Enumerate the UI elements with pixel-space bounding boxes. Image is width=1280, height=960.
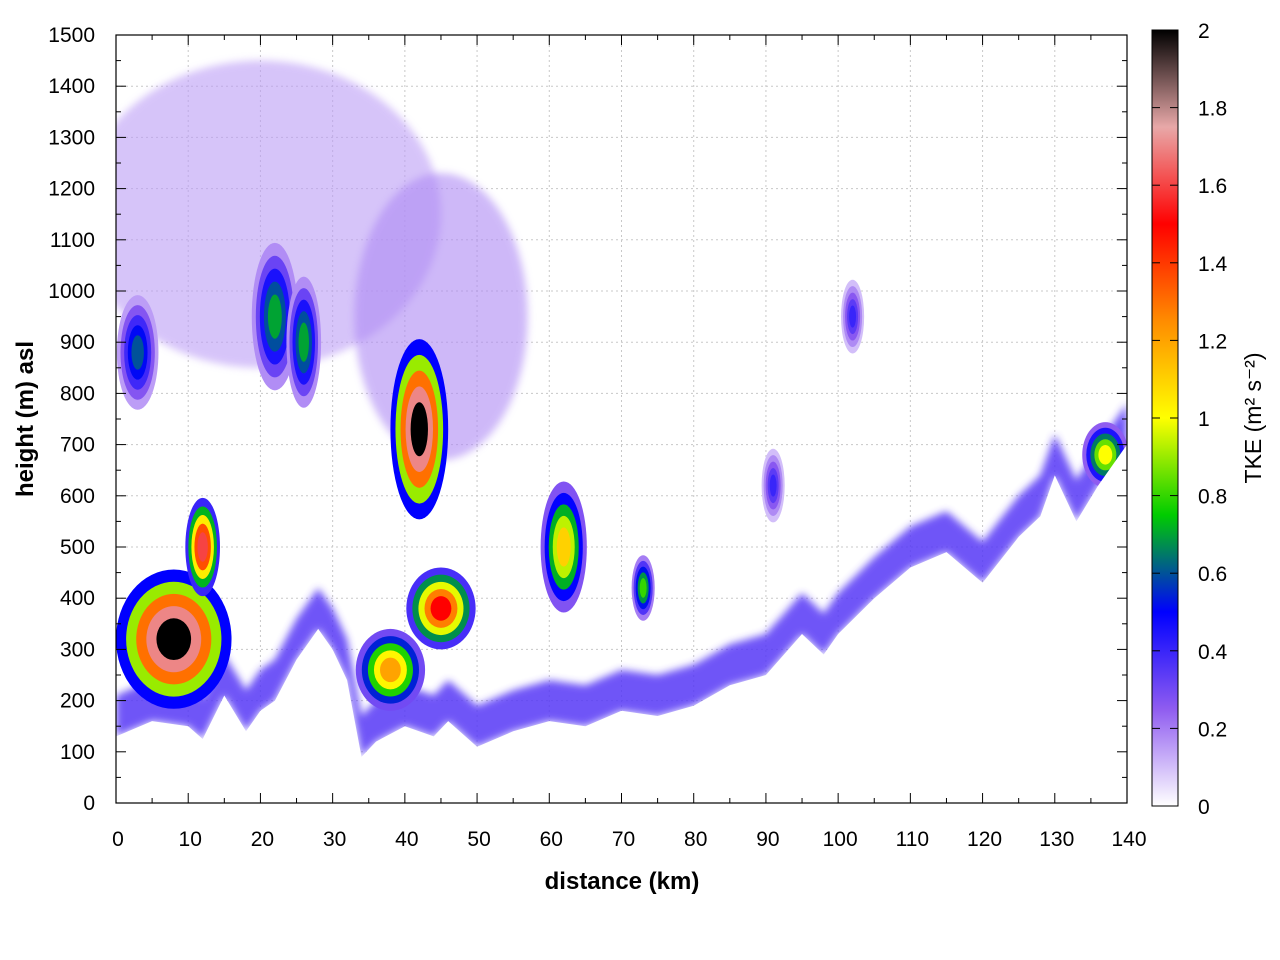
y-tick-label: 500	[60, 536, 95, 559]
tke-feature-contour	[769, 474, 777, 497]
colorbar-tick-label: 0	[1198, 796, 1210, 819]
colorbar-tick-label: 1.2	[1198, 330, 1227, 353]
tke-feature-contour	[410, 402, 428, 457]
boundary-layer-band	[116, 403, 1127, 757]
x-tick-label: 110	[896, 828, 929, 851]
y-tick-label: 400	[60, 587, 95, 610]
x-tick-label: 20	[251, 828, 274, 851]
tke-feature-contour	[556, 527, 571, 567]
y-axis-ticks: 0 100 200 300 400 500 600 700 800 900 1000 1100 1200…	[48, 24, 1127, 815]
y-tick-label: 0	[83, 792, 95, 815]
x-tick-label: 40	[395, 828, 418, 851]
tke-feature-contour	[197, 532, 208, 562]
tke-feature-contour	[1098, 445, 1113, 465]
tke-feature-contour	[156, 618, 192, 661]
y-tick-label: 1300	[48, 126, 95, 149]
x-tick-label: 100	[823, 828, 858, 851]
x-axis-title: distance (km)	[545, 868, 700, 895]
y-tick-label: 1000	[48, 280, 95, 303]
colorbar-tick-label: 0.2	[1198, 718, 1227, 741]
x-tick-label: 130	[1039, 828, 1074, 851]
colorbar-tick-label: 0.4	[1198, 641, 1228, 664]
y-tick-label: 100	[60, 741, 95, 764]
terrain-mask	[116, 444, 1127, 803]
y-tick-label: 1100	[50, 229, 95, 252]
y-tick-label: 200	[60, 690, 95, 713]
x-tick-label: 80	[684, 828, 707, 851]
tke-feature-contour	[849, 305, 857, 328]
colorbar-ticks: 0 0.2 0.4 0.6 0.8 1 1.2 1.4 1.6 1.8 2	[1152, 20, 1228, 819]
colorbar-tick-label: 0.8	[1198, 486, 1227, 509]
y-tick-label: 800	[60, 382, 95, 405]
x-tick-label: 60	[540, 828, 563, 851]
colorbar-tick-label: 1	[1198, 408, 1210, 431]
y-tick-label: 700	[60, 434, 95, 457]
y-tick-label: 1200	[48, 178, 95, 201]
x-tick-label: 90	[756, 828, 779, 851]
tke-feature-contour	[131, 335, 144, 370]
x-tick-label: 0	[112, 828, 124, 851]
x-tick-label: 30	[323, 828, 346, 851]
colorbar-tick-label: 2	[1198, 20, 1210, 43]
y-tick-label: 1400	[48, 75, 95, 98]
x-tick-label: 70	[612, 828, 635, 851]
y-tick-label: 900	[60, 331, 95, 354]
x-tick-label: 50	[467, 828, 490, 851]
colorbar-title: TKE (m² s⁻²)	[1240, 353, 1266, 484]
colorbar-tick-label: 1.4	[1198, 253, 1228, 276]
colorbar-tick-label: 0.6	[1198, 563, 1227, 586]
tke-feature-contour	[639, 578, 647, 598]
y-tick-label: 1500	[48, 24, 95, 47]
colorbar-tick-label: 1.6	[1198, 175, 1227, 198]
x-tick-label: 10	[179, 828, 202, 851]
y-tick-label: 600	[60, 485, 95, 508]
x-axis-ticks: 0 10 20 30 40 50 60 70 80 90 100 110 120 130 140	[112, 35, 1147, 851]
colorbar-tick-label: 1.8	[1198, 98, 1227, 121]
tke-field	[116, 60, 1127, 803]
tke-feature-contour	[380, 657, 401, 683]
y-tick-label: 300	[60, 638, 95, 661]
y-axis-title: height (m) asl	[12, 341, 39, 497]
tke-feature-contour	[298, 322, 309, 362]
tke-feature-contour	[267, 294, 282, 339]
x-tick-label: 120	[967, 828, 1002, 851]
x-tick-label: 140	[1111, 828, 1146, 851]
tke-feature-contour	[430, 596, 452, 621]
